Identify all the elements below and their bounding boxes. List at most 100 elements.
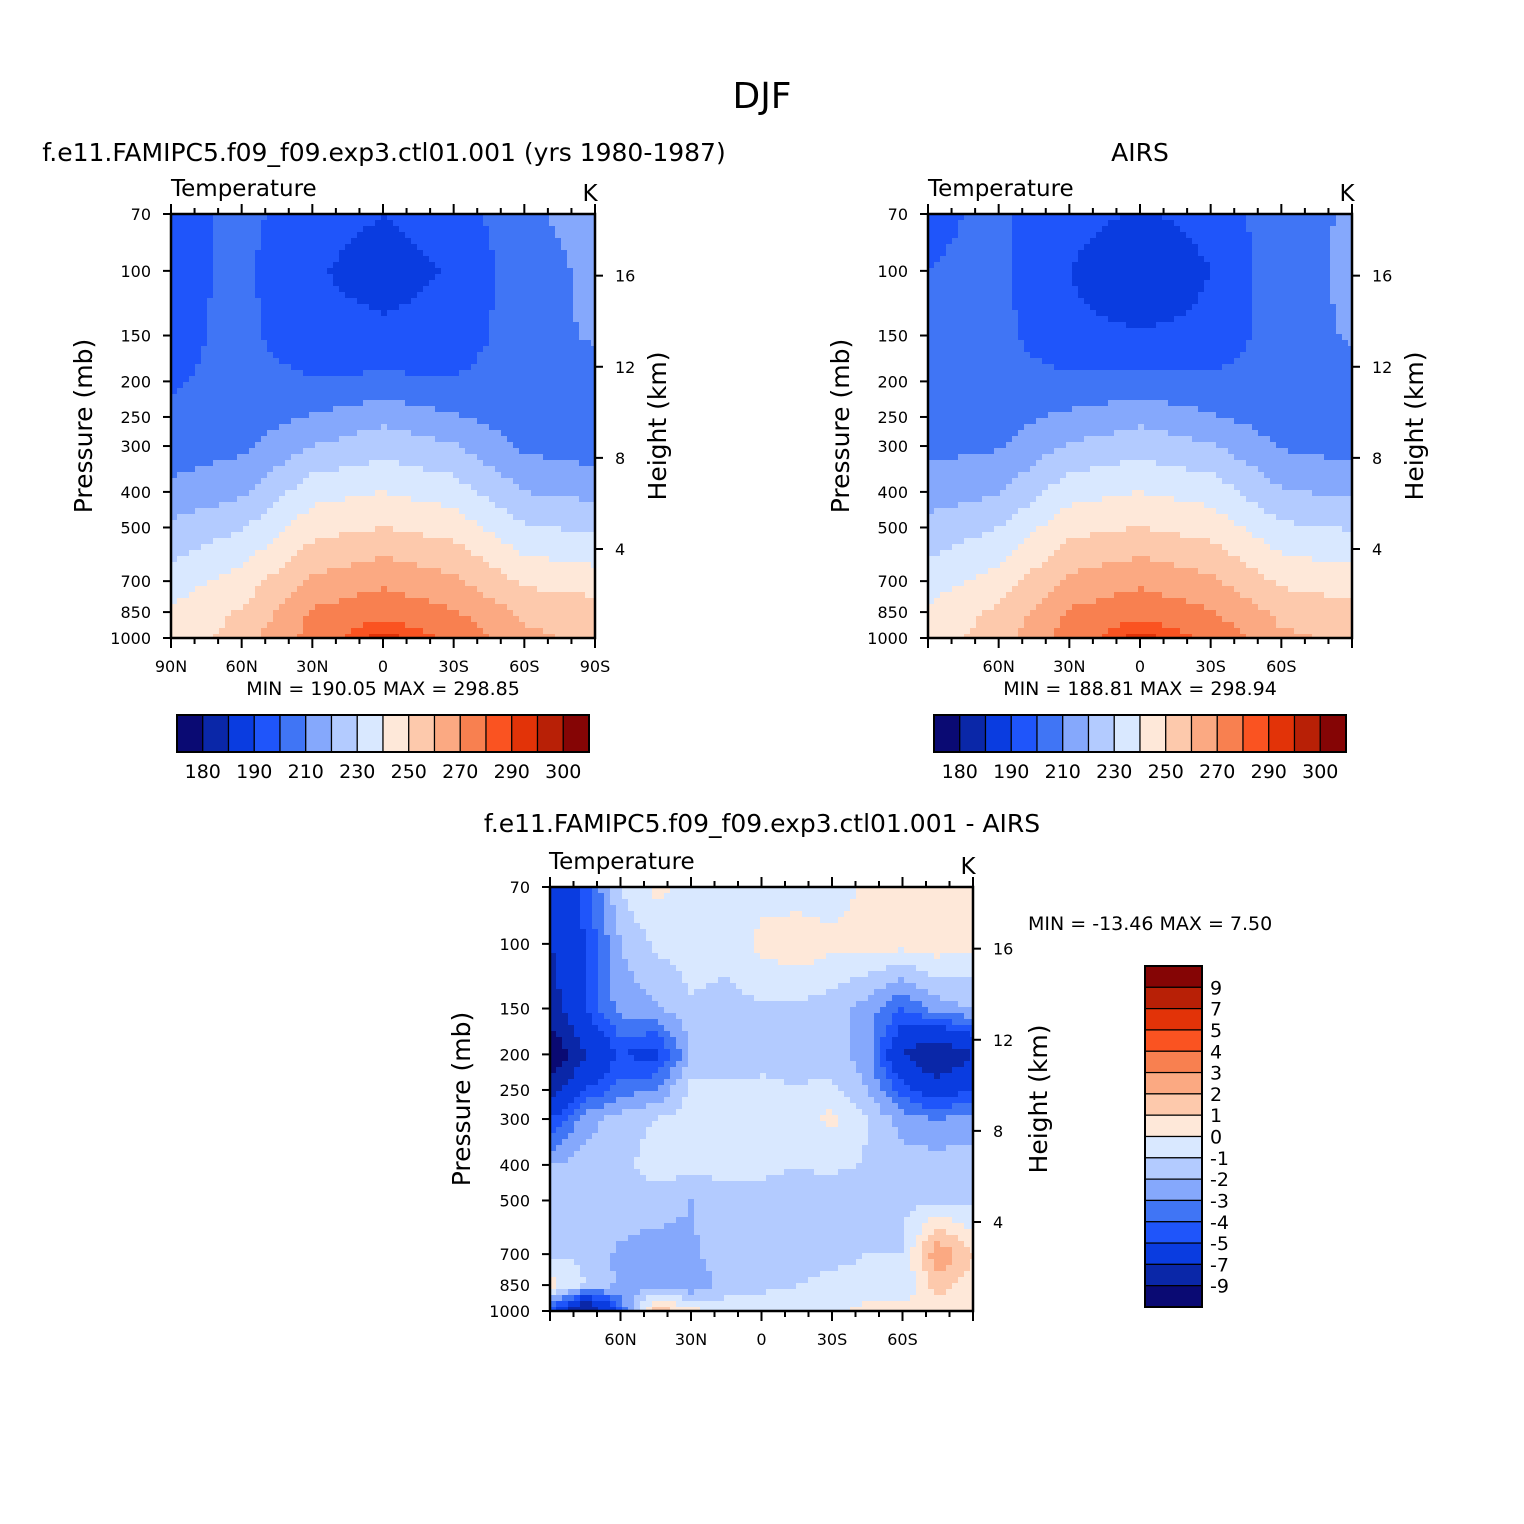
field-cell: [579, 478, 586, 485]
field-cell: [555, 334, 562, 341]
field-cell: [489, 610, 496, 617]
field-cell: [345, 526, 352, 533]
field-cell: [531, 622, 538, 629]
field-cell: [351, 508, 358, 515]
field-cell: [369, 394, 376, 401]
field-cell: [351, 484, 358, 491]
field-cell: [375, 478, 382, 485]
field-cell: [177, 382, 184, 389]
field-cell: [453, 250, 460, 257]
field-cell: [375, 304, 382, 311]
field-cell: [459, 328, 466, 335]
field-cell: [321, 502, 328, 509]
field-cell: [291, 484, 298, 491]
field-cell: [459, 520, 466, 527]
field-cell: [255, 580, 262, 587]
field-cell: [375, 538, 382, 545]
field-cell: [333, 304, 340, 311]
field-cell: [393, 256, 400, 263]
field-cell: [525, 532, 532, 539]
field-cell: [357, 382, 364, 389]
field-cell: [345, 256, 352, 263]
field-cell: [195, 514, 202, 521]
field-cell: [279, 322, 286, 329]
field-cell: [345, 292, 352, 299]
field-cell: [411, 262, 418, 269]
field-cell: [321, 412, 328, 419]
field-cell: [537, 256, 544, 263]
field-cell: [375, 328, 382, 335]
field-cell: [585, 622, 592, 629]
field-cell: [213, 328, 220, 335]
field-cell: [561, 388, 568, 395]
field-cell: [459, 406, 466, 413]
field-cell: [303, 232, 310, 239]
field-cell: [435, 436, 442, 443]
field-cell: [465, 556, 472, 563]
field-cell: [519, 424, 526, 431]
field-cell: [519, 400, 526, 407]
field-cell: [231, 262, 238, 269]
field-cell: [309, 238, 316, 245]
field-cell: [579, 532, 586, 539]
field-cell: [273, 382, 280, 389]
field-cell: [393, 274, 400, 281]
field-cell: [177, 334, 184, 341]
field-cell: [393, 400, 400, 407]
field-cell: [375, 352, 382, 359]
field-cell: [591, 388, 596, 395]
field-cell: [327, 460, 334, 467]
field-cell: [339, 430, 346, 437]
field-cell: [351, 412, 358, 419]
field-cell: [489, 496, 496, 503]
field-cell: [561, 622, 568, 629]
field-cell: [345, 454, 352, 461]
field-cell: [459, 532, 466, 539]
field-cell: [387, 472, 394, 479]
field-cell: [555, 412, 562, 419]
field-cell: [231, 436, 238, 443]
field-cell: [459, 388, 466, 395]
field-cell: [387, 466, 394, 473]
field-cell: [237, 550, 244, 557]
field-cell: [363, 346, 370, 353]
field-cell: [591, 328, 596, 335]
field-cell: [207, 616, 214, 623]
field-cell: [357, 466, 364, 473]
field-cell: [489, 280, 496, 287]
field-cell: [189, 328, 196, 335]
field-cell: [177, 358, 184, 365]
field-cell: [249, 298, 256, 305]
field-cell: [405, 556, 412, 563]
field-cell: [411, 310, 418, 317]
field-cell: [429, 328, 436, 335]
field-cell: [195, 490, 202, 497]
field-cell: [417, 382, 424, 389]
field-cell: [243, 400, 250, 407]
field-cell: [381, 502, 388, 509]
field-cell: [357, 226, 364, 233]
field-cell: [561, 406, 568, 413]
field-cell: [483, 310, 490, 317]
field-cell: [321, 316, 328, 323]
field-cell: [243, 238, 250, 245]
field-cell: [207, 550, 214, 557]
field-cell: [351, 250, 358, 257]
field-cell: [255, 604, 262, 611]
field-cell: [261, 454, 268, 461]
field-cell: [219, 364, 226, 371]
field-cell: [315, 580, 322, 587]
field-cell: [381, 304, 388, 311]
field-cell: [537, 442, 544, 449]
field-cell: [195, 388, 202, 395]
field-cell: [321, 382, 328, 389]
field-cell: [501, 334, 508, 341]
field-cell: [333, 562, 340, 569]
field-cell: [255, 226, 262, 233]
field-cell: [393, 316, 400, 323]
field-cell: [387, 574, 394, 581]
field-cell: [459, 430, 466, 437]
field-cell: [255, 292, 262, 299]
field-cell: [279, 490, 286, 497]
field-cell: [555, 508, 562, 515]
